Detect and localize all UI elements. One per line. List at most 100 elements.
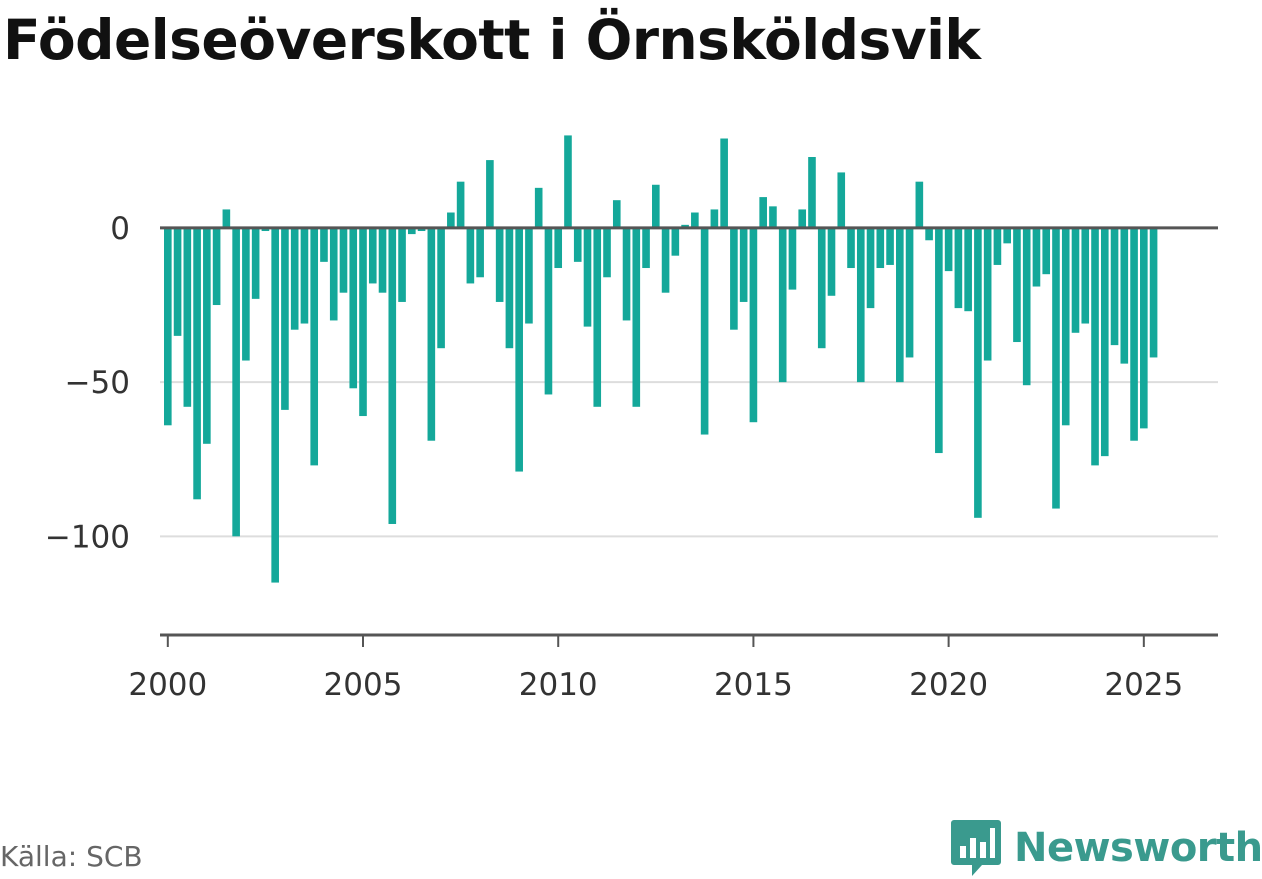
bar: [476, 227, 484, 278]
bar: [671, 227, 680, 256]
bar: [349, 227, 358, 389]
bar: [808, 157, 816, 228]
x-tick-label: 2005: [324, 667, 403, 703]
bar: [437, 227, 445, 349]
bar: [798, 209, 807, 228]
bar: [769, 206, 777, 228]
bar: [778, 227, 787, 383]
bar: [212, 227, 221, 306]
bar: [1081, 227, 1090, 324]
bar: [417, 227, 426, 232]
bar: [1120, 227, 1129, 364]
bar: [593, 227, 602, 407]
bar: [486, 160, 494, 228]
bar: [164, 227, 172, 426]
source-note: Källa: SCB: [0, 840, 143, 873]
x-tick-label: 2015: [714, 667, 793, 703]
bar: [896, 227, 904, 383]
bar: [944, 227, 953, 272]
bar: [408, 227, 416, 235]
bar: [573, 227, 582, 262]
bar: [1032, 227, 1041, 287]
bar: [1091, 227, 1099, 466]
bar: [378, 227, 387, 293]
bar: [935, 227, 943, 454]
bar: [1052, 227, 1060, 509]
bar: [925, 227, 933, 241]
bar: [398, 227, 406, 302]
y-tick-label: 0: [110, 211, 130, 247]
bar: [427, 227, 436, 441]
bar: [281, 227, 289, 410]
x-tick-label: 2000: [128, 667, 207, 703]
bar: [827, 227, 836, 296]
bar: [173, 227, 182, 336]
bar: [203, 227, 211, 444]
brand-name: Newsworthy: [1014, 825, 1262, 871]
bar: [720, 138, 728, 228]
bar: [242, 227, 250, 361]
bar: [700, 227, 709, 435]
bar: [310, 227, 319, 466]
bar: [856, 227, 865, 383]
bar: [886, 227, 894, 265]
bar: [339, 227, 348, 293]
bar: [554, 227, 563, 269]
y-tick-label: −50: [65, 365, 130, 401]
bar: [251, 227, 260, 299]
bar: [964, 227, 972, 312]
bar: [359, 227, 367, 417]
bar: [515, 227, 523, 472]
bar: [1100, 227, 1109, 457]
bar: [447, 212, 455, 228]
bar: [1130, 227, 1138, 441]
bar: [642, 227, 650, 269]
bar: [300, 227, 309, 324]
bar: [329, 227, 338, 321]
bar: [1022, 227, 1031, 386]
bar: [261, 227, 270, 232]
bar: [222, 209, 231, 228]
tick-labels: 0 −50 −100 2000 2005 2010 2015 2020 2025: [45, 211, 1183, 703]
chart-title: Födelseöverskott i Örnsköldsvik: [3, 8, 981, 72]
bar: [456, 181, 465, 228]
x-tick-label: 2020: [909, 667, 988, 703]
bar: [974, 227, 982, 518]
bar: [505, 227, 514, 349]
bar: [866, 227, 875, 309]
bar: [1013, 227, 1021, 343]
bar: [1071, 227, 1080, 333]
bar: [983, 227, 992, 361]
bar: [232, 227, 240, 537]
bar: [954, 227, 963, 309]
bar: [993, 227, 1002, 265]
grid-lines: [160, 381, 1218, 538]
bar: [661, 227, 670, 293]
bar: [564, 135, 572, 228]
bar: [681, 224, 689, 228]
bar: [525, 227, 533, 324]
bar: [817, 227, 826, 349]
bar: [612, 200, 621, 228]
bar: [320, 227, 328, 262]
bar: [1110, 227, 1119, 346]
bar: [749, 227, 758, 423]
axes: [160, 226, 1218, 647]
bar: [368, 227, 377, 284]
x-tick-label: 2025: [1104, 667, 1183, 703]
bar: [193, 227, 201, 500]
bar: [1140, 227, 1148, 429]
bar: [915, 181, 924, 228]
bar: [388, 227, 397, 524]
y-tick-label: −100: [45, 519, 130, 555]
bar: [759, 197, 767, 228]
bar: [847, 227, 855, 269]
bar: [652, 184, 660, 228]
bar: [876, 227, 885, 269]
bar: [271, 227, 279, 583]
bar: [1061, 227, 1070, 426]
bar: [603, 227, 611, 278]
newsworthy-logo-icon: [951, 820, 1001, 876]
bar: [632, 227, 641, 407]
